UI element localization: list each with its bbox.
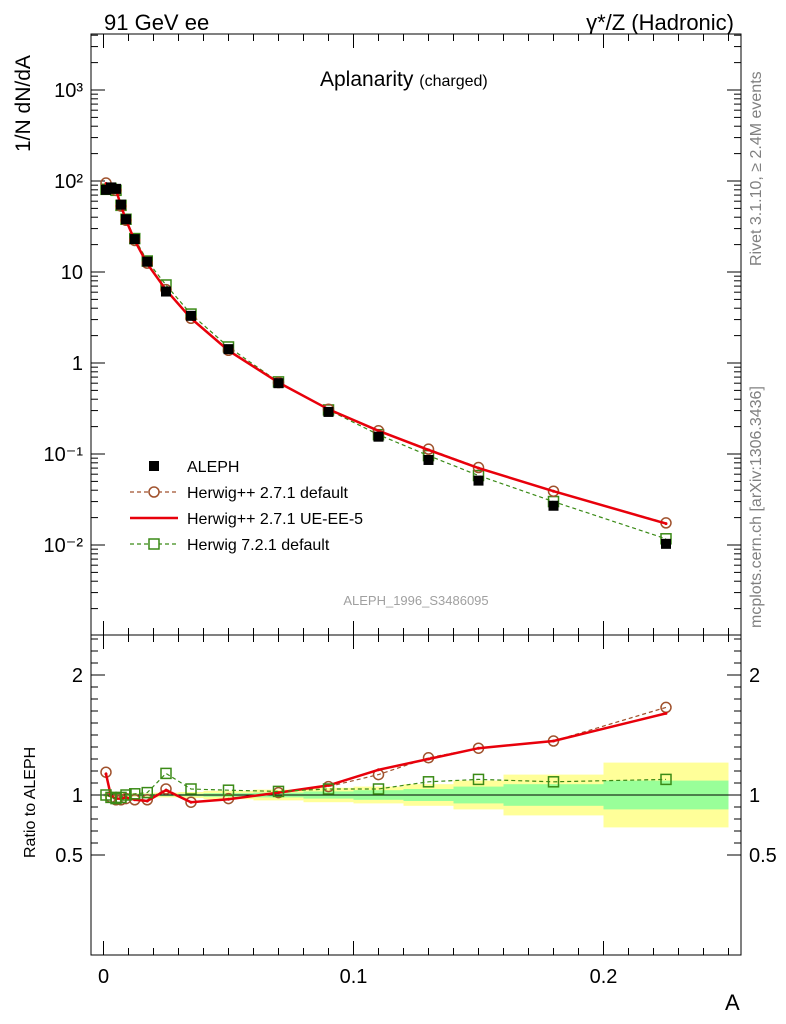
series-point	[129, 788, 141, 800]
series-point	[377, 768, 380, 772]
data-point	[373, 431, 384, 442]
data-point	[161, 286, 171, 297]
data-point	[186, 310, 196, 321]
legend-label: Herwig 7.2.1 default	[187, 537, 330, 554]
series-point	[427, 448, 430, 452]
ratio-y-tick-label: 0.5	[55, 845, 83, 867]
series-point	[141, 786, 153, 799]
series-point	[477, 746, 480, 750]
chart-title: Aplanarity (charged)	[320, 68, 488, 92]
series-point	[372, 783, 385, 795]
header-right: γ*/Z (Hadronic)	[586, 10, 734, 35]
x-tick-label: 0	[98, 966, 109, 988]
ratio-y-axis-ticks	[91, 638, 741, 856]
series-point	[377, 429, 380, 433]
legend-marker	[148, 486, 160, 498]
data-point	[111, 183, 121, 194]
header-left: 91 GeV ee	[104, 10, 210, 35]
y-tick-label: 10²	[54, 171, 83, 193]
ratio-y-tick-label: 2	[72, 665, 83, 687]
data-point	[223, 344, 234, 355]
chart-title-main: Aplanarity	[320, 68, 414, 91]
legend-entry: Herwig 7.2.1 default	[130, 537, 330, 554]
series-point	[472, 773, 485, 786]
series-point	[427, 757, 430, 761]
legend-marker	[148, 538, 160, 550]
series-point	[660, 773, 672, 786]
y-tick-label: 1	[72, 353, 83, 375]
x-tick-label: 0.2	[590, 966, 618, 988]
series-point	[222, 784, 235, 796]
main-series-aleph	[101, 182, 671, 549]
y-tick-label: 10³	[54, 80, 83, 102]
analysis-watermark: ALEPH_1996_S3486095	[343, 593, 488, 608]
legend-entry: Herwig++ 2.7.1 default	[130, 485, 349, 502]
x-axis-label: A	[725, 990, 740, 1015]
series-point	[104, 772, 108, 776]
data-point	[129, 234, 140, 245]
data-point	[142, 256, 153, 267]
series-point	[164, 788, 168, 792]
data-point	[116, 199, 126, 210]
ratio-series-herwig-7-2-1-default	[100, 767, 672, 805]
legend-label: Herwig++ 2.7.1 UE-EE-5	[187, 511, 363, 528]
data-point	[548, 500, 559, 511]
legend-label: Herwig++ 2.7.1 default	[187, 485, 349, 502]
series-point	[322, 783, 335, 795]
series-point	[552, 489, 555, 493]
legend-entry: Herwig++ 2.7.1 UE-EE-5	[130, 511, 363, 528]
x-axis-ticks	[103, 34, 729, 955]
legend-label: ALEPH	[187, 459, 239, 476]
data-point	[473, 475, 484, 486]
y-tick-label: 10	[61, 262, 83, 284]
series-point	[664, 522, 668, 526]
data-point	[423, 454, 434, 465]
main-y-axis-ticks	[91, 34, 741, 610]
series-point	[552, 739, 555, 743]
y-tick-label: 10⁻¹	[44, 444, 84, 466]
legend-marker	[149, 461, 159, 471]
series-point	[547, 485, 560, 497]
series-line	[105, 772, 667, 800]
series-point	[160, 767, 172, 780]
data-point	[121, 214, 131, 225]
chart-title-suffix: (charged)	[419, 73, 488, 90]
series-point	[185, 783, 197, 795]
series-point	[189, 800, 193, 804]
series-point	[422, 776, 435, 788]
data-point	[323, 406, 334, 417]
series-point	[272, 785, 285, 798]
x-tick-label: 0.1	[340, 966, 368, 988]
ratio-y-tick-label-right: 1	[749, 785, 760, 807]
series-point	[160, 783, 172, 795]
data-point	[273, 378, 284, 389]
ratio-y-tick-label-right: 2	[749, 665, 760, 687]
legend-entry: ALEPH	[149, 459, 239, 476]
series-point	[477, 466, 480, 470]
series-point	[145, 799, 149, 803]
ratio-y-tick-label-right: 0.5	[749, 845, 777, 867]
series-point	[547, 776, 560, 788]
ratio-y-tick-label: 1	[72, 785, 83, 807]
y-tick-label: 10⁻²	[44, 535, 84, 557]
data-point	[661, 538, 671, 549]
series-point	[227, 797, 230, 801]
series-point	[120, 789, 132, 801]
series-point	[664, 711, 668, 715]
